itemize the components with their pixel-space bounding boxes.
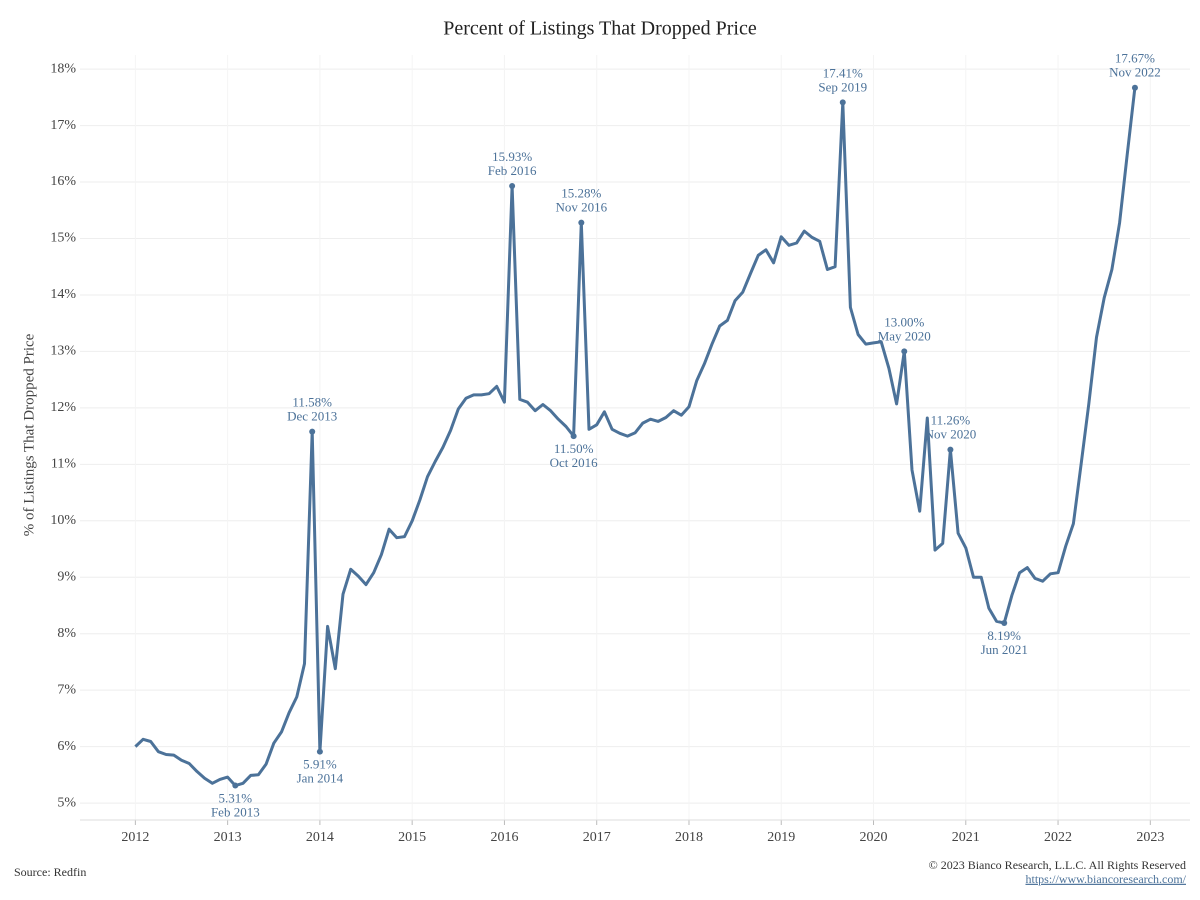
annotation-date: Feb 2016 — [488, 163, 537, 178]
annotation-date: Jan 2014 — [297, 771, 344, 786]
y-axis-label: % of Listings That Dropped Price — [21, 333, 37, 536]
x-tick-label: 2017 — [583, 830, 611, 845]
x-tick-label: 2013 — [214, 830, 242, 845]
annotation-value: 11.26% — [931, 413, 971, 428]
y-tick-label: 16% — [50, 174, 76, 189]
copyright: © 2023 Bianco Research, L.L.C. All Right… — [929, 858, 1186, 872]
y-tick-label: 15% — [50, 231, 76, 246]
annotation-date: Nov 2022 — [1109, 65, 1161, 80]
y-tick-label: 9% — [57, 569, 76, 584]
x-tick-label: 2023 — [1136, 830, 1164, 845]
point-marker — [570, 433, 577, 440]
annotation-value: 8.19% — [987, 628, 1021, 643]
point-marker — [578, 219, 585, 226]
x-tick-label: 2015 — [398, 830, 426, 845]
y-tick-label: 18% — [50, 61, 76, 76]
y-tick-label: 11% — [51, 457, 76, 472]
chart-title: Percent of Listings That Dropped Price — [443, 18, 757, 40]
annotation-date: Oct 2016 — [550, 455, 599, 470]
annotation-date: Feb 2013 — [211, 805, 260, 820]
x-tick-label: 2018 — [675, 830, 703, 845]
x-tick-label: 2021 — [952, 830, 980, 845]
y-tick-label: 13% — [50, 344, 76, 359]
annotation-date: Nov 2016 — [556, 200, 608, 215]
x-tick-label: 2019 — [767, 830, 795, 845]
annotation-value: 15.28% — [561, 186, 601, 201]
x-tick-label: 2016 — [490, 830, 518, 845]
point-marker — [232, 782, 239, 789]
annotation-date: Dec 2013 — [287, 409, 337, 424]
annotation-date: May 2020 — [878, 328, 931, 343]
point-marker — [509, 182, 516, 189]
point-marker — [839, 99, 846, 106]
y-tick-label: 5% — [57, 795, 76, 810]
y-tick-label: 17% — [50, 118, 76, 133]
point-marker — [901, 348, 908, 355]
x-tick-label: 2014 — [306, 830, 334, 845]
annotation-date: Jun 2021 — [981, 642, 1028, 657]
line — [134, 87, 1137, 788]
url-link[interactable]: https://www.biancoresearch.com/ — [1025, 872, 1186, 886]
y-tick-label: 12% — [50, 400, 76, 415]
annotation-value: 17.67% — [1115, 51, 1155, 66]
x-tick-label: 2012 — [121, 830, 149, 845]
annotation-date: Sep 2019 — [818, 79, 867, 94]
x-tick-label: 2022 — [1044, 830, 1072, 845]
point-marker — [1001, 619, 1008, 626]
point-marker — [1131, 84, 1138, 91]
y-tick-label: 8% — [57, 626, 76, 641]
y-tick-label: 6% — [57, 739, 76, 754]
annotation-value: 11.58% — [292, 395, 332, 410]
x-tick-label: 2020 — [860, 830, 888, 845]
annotation-value: 15.93% — [492, 149, 532, 164]
y-tick-label: 7% — [57, 682, 76, 697]
source: Source: Redfin — [14, 865, 86, 879]
annotation-value: 13.00% — [884, 314, 924, 329]
annotation-value: 5.31% — [219, 791, 253, 806]
annotation-value: 11.50% — [554, 441, 594, 456]
annotation-date: Nov 2020 — [925, 427, 977, 442]
annotation-value: 17.41% — [823, 65, 863, 80]
point-marker — [947, 446, 954, 453]
y-tick-label: 14% — [50, 287, 76, 302]
y-tick-label: 10% — [50, 513, 76, 528]
point-marker — [316, 748, 323, 755]
point-marker — [309, 428, 316, 435]
annotation-value: 5.91% — [303, 757, 337, 772]
